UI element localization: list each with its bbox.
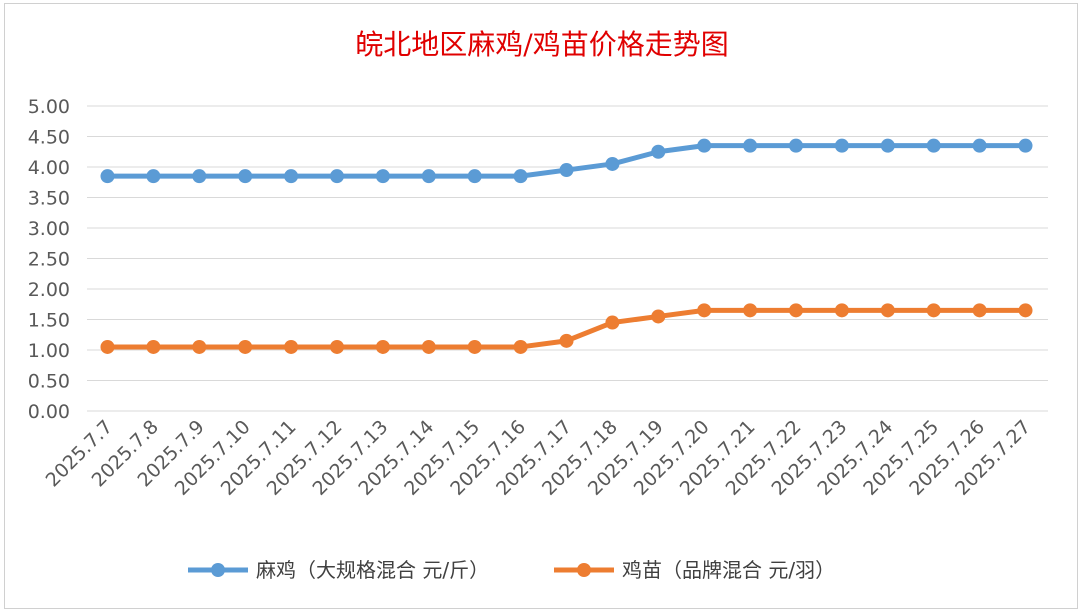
data-point[interactable] xyxy=(375,339,390,354)
data-point[interactable] xyxy=(1018,303,1033,318)
data-point[interactable] xyxy=(743,138,758,153)
data-point[interactable] xyxy=(421,339,436,354)
y-tick-label: 2.00 xyxy=(28,279,70,301)
legend-item-series-2[interactable]: 鸡苗（品牌混合 元/羽） xyxy=(554,558,835,582)
data-point[interactable] xyxy=(284,169,299,184)
y-tick-label: 4.50 xyxy=(28,127,70,149)
y-tick-label: 5.00 xyxy=(28,96,70,118)
data-point[interactable] xyxy=(421,169,436,184)
legend-label-series-2: 鸡苗（品牌混合 元/羽） xyxy=(622,558,835,582)
legend-marker-series-2 xyxy=(577,563,591,577)
y-tick-label: 1.50 xyxy=(28,310,70,332)
data-point[interactable] xyxy=(192,169,207,184)
data-point[interactable] xyxy=(284,339,299,354)
data-point[interactable] xyxy=(605,156,620,171)
series-2 xyxy=(100,303,1033,354)
data-point[interactable] xyxy=(651,144,666,159)
chart-frame xyxy=(4,3,1078,609)
data-point[interactable] xyxy=(697,303,712,318)
series-lines xyxy=(100,138,1033,354)
y-tick-label: 0.50 xyxy=(28,371,70,393)
data-point[interactable] xyxy=(559,333,574,348)
data-point[interactable] xyxy=(146,169,161,184)
data-point[interactable] xyxy=(789,303,803,318)
data-point[interactable] xyxy=(880,138,895,153)
data-point[interactable] xyxy=(238,169,253,184)
data-point[interactable] xyxy=(467,169,482,184)
legend-item-series-1[interactable]: 麻鸡（大规格混合 元/斤） xyxy=(188,558,489,582)
data-point[interactable] xyxy=(926,303,941,318)
data-point[interactable] xyxy=(559,163,574,178)
legend-label-series-1: 麻鸡（大规格混合 元/斤） xyxy=(256,558,489,582)
y-tick-label: 2.50 xyxy=(28,249,70,271)
data-point[interactable] xyxy=(1018,138,1033,153)
data-point[interactable] xyxy=(238,339,253,354)
y-tick-label: 0.00 xyxy=(28,401,70,423)
series-1 xyxy=(100,138,1033,184)
y-tick-label: 3.50 xyxy=(28,188,70,210)
gridlines xyxy=(87,105,1048,412)
data-point[interactable] xyxy=(330,169,344,184)
data-point[interactable] xyxy=(972,303,987,318)
data-point[interactable] xyxy=(513,169,528,184)
data-point[interactable] xyxy=(926,138,941,153)
data-point[interactable] xyxy=(789,138,803,153)
x-axis-tick-labels: 2025.7.72025.7.82025.7.92025.7.102025.7.… xyxy=(42,416,1035,500)
legend-marker-series-1 xyxy=(211,563,225,577)
data-point[interactable] xyxy=(880,303,895,318)
data-point[interactable] xyxy=(146,339,161,354)
chart-title: 皖北地区麻鸡/鸡苗价格走势图 xyxy=(355,28,728,61)
data-point[interactable] xyxy=(834,303,849,318)
data-point[interactable] xyxy=(605,315,620,330)
data-point[interactable] xyxy=(834,138,849,153)
data-point[interactable] xyxy=(972,138,987,153)
legend: 麻鸡（大规格混合 元/斤） 鸡苗（品牌混合 元/羽） xyxy=(188,558,835,582)
y-tick-label: 3.00 xyxy=(28,218,70,240)
data-point[interactable] xyxy=(330,339,344,354)
y-axis-tick-labels: 0.00 0.50 1.00 1.50 2.00 2.50 3.00 3.50 4.00 4.50… xyxy=(28,96,70,423)
data-point[interactable] xyxy=(743,303,758,318)
data-point[interactable] xyxy=(467,339,482,354)
data-point[interactable] xyxy=(651,309,666,324)
data-point[interactable] xyxy=(100,339,115,354)
data-point[interactable] xyxy=(375,169,390,184)
y-tick-label: 4.00 xyxy=(28,157,70,179)
data-point[interactable] xyxy=(697,138,712,153)
y-tick-label: 1.00 xyxy=(28,340,70,362)
data-point[interactable] xyxy=(100,169,115,184)
data-point[interactable] xyxy=(513,339,528,354)
data-point[interactable] xyxy=(192,339,207,354)
